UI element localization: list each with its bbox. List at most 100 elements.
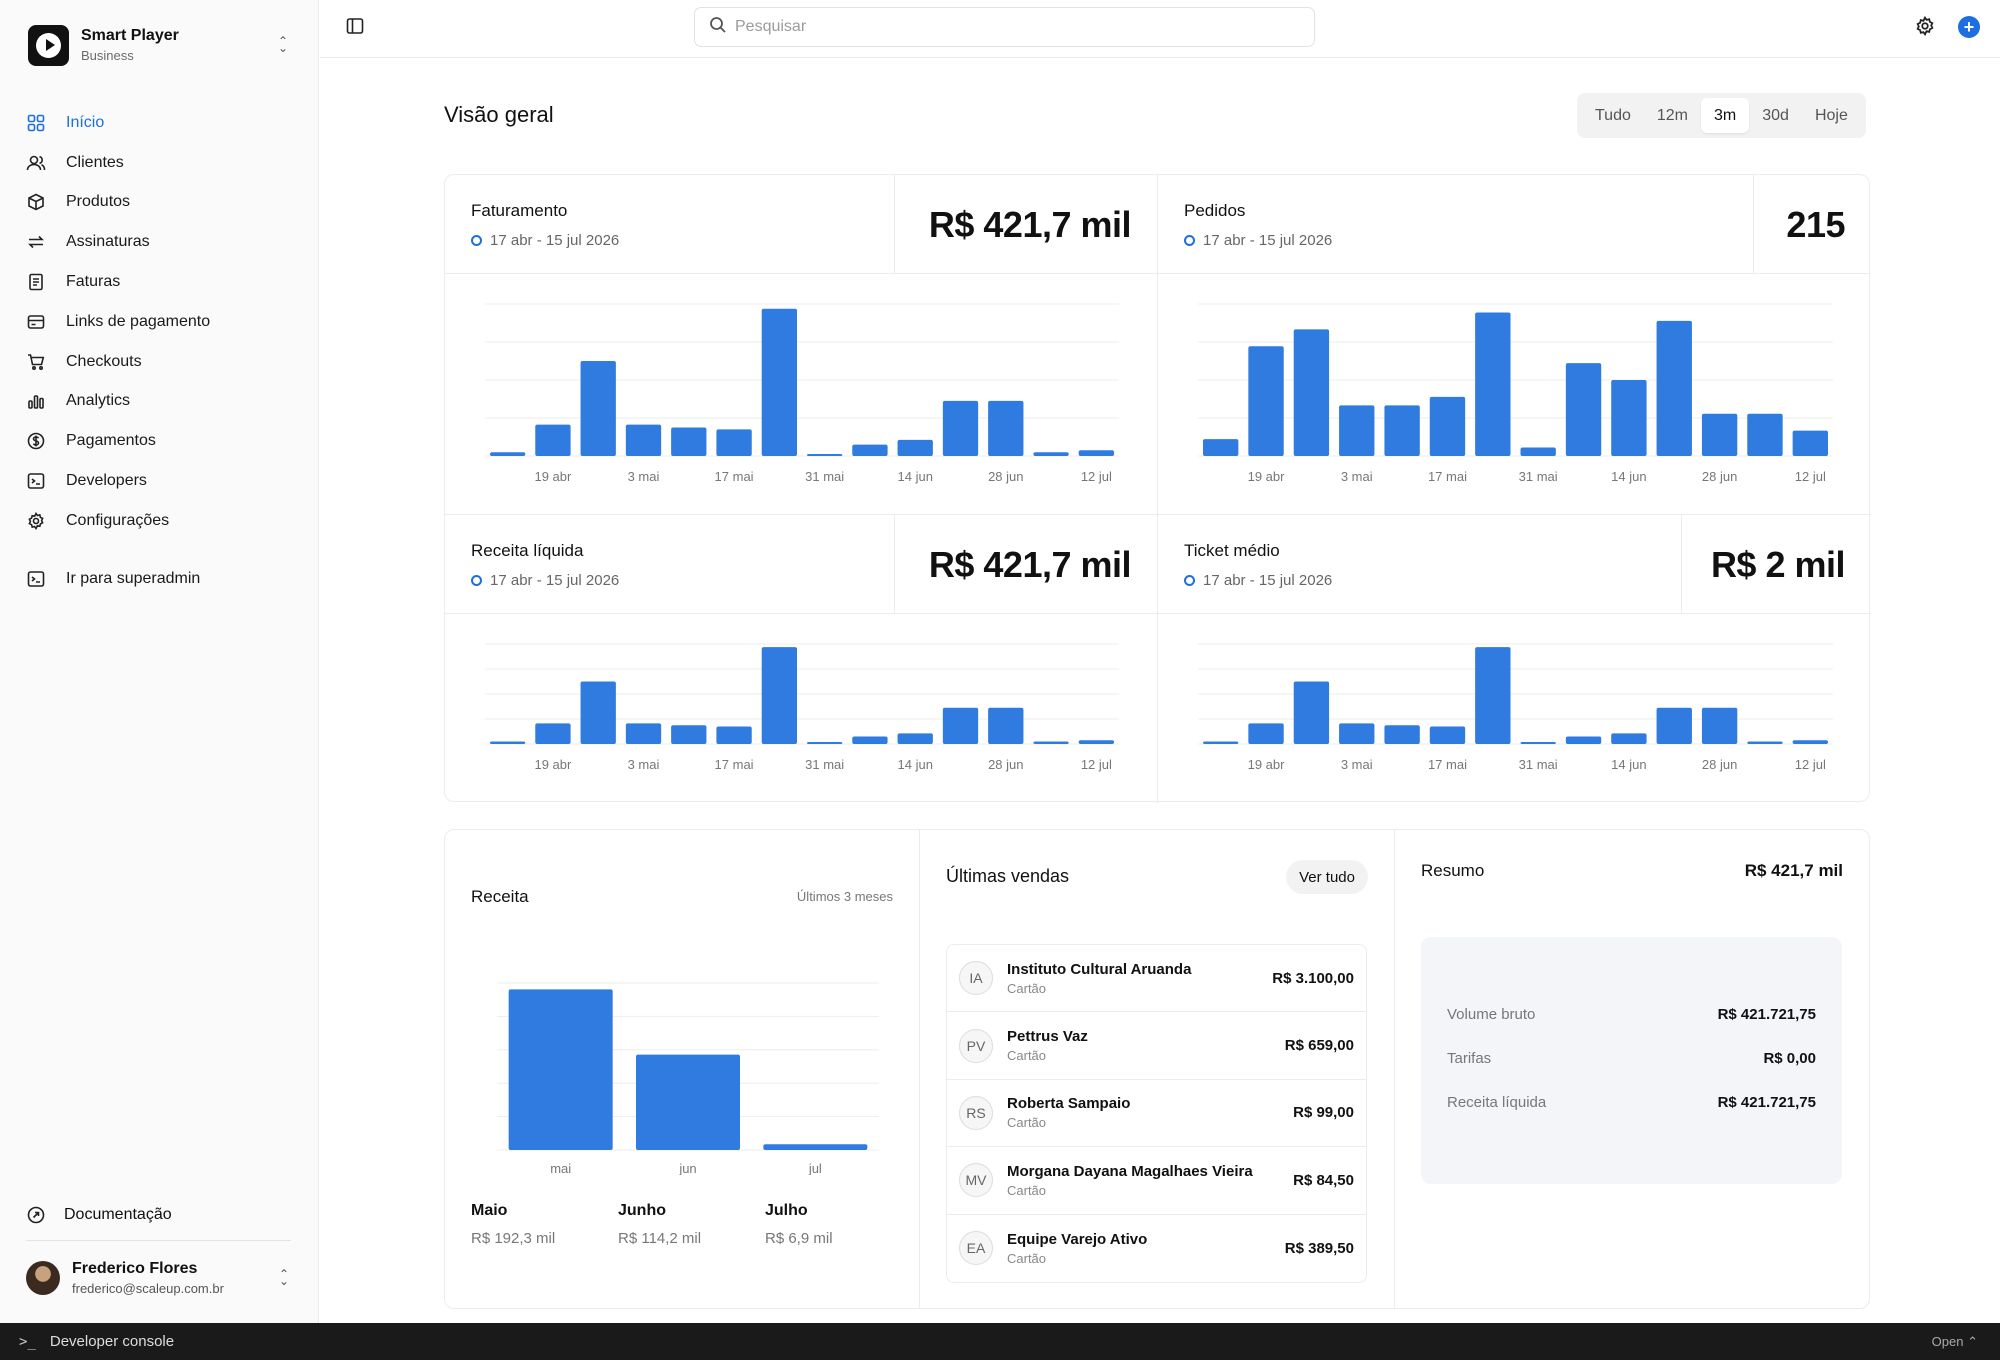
- bar[interactable]: [535, 424, 571, 456]
- sidebar-item-superadmin[interactable]: Ir para superadmin: [26, 559, 296, 599]
- sidebar-toggle-icon[interactable]: [346, 17, 366, 37]
- bar[interactable]: [852, 444, 888, 456]
- bar[interactable]: [1429, 726, 1466, 745]
- bar[interactable]: [1339, 405, 1375, 456]
- bar[interactable]: [580, 361, 616, 456]
- search-input[interactable]: [735, 18, 1314, 36]
- list-item[interactable]: PV Pettrus Vaz Cartão R$ 659,00: [947, 1012, 1366, 1080]
- bar[interactable]: [806, 742, 843, 744]
- range-tudo[interactable]: Tudo: [1582, 98, 1644, 133]
- bar[interactable]: [1384, 725, 1420, 744]
- bar[interactable]: [1078, 450, 1115, 456]
- bar[interactable]: [1033, 741, 1069, 745]
- bar[interactable]: [535, 723, 571, 744]
- sidebar-item-faturas[interactable]: Faturas: [26, 262, 296, 302]
- bar[interactable]: [1033, 452, 1069, 456]
- list-item[interactable]: MV Morgana Dayana Magalhaes Vieira Cartão…: [947, 1147, 1366, 1215]
- bar[interactable]: [852, 736, 888, 745]
- settings-gear-icon[interactable]: [1915, 15, 1937, 38]
- range-3m[interactable]: 3m: [1701, 98, 1750, 133]
- faturamento-chart: 19 abr 3 mai 17 mai 31 mai 14 jun 28 jun 12 ju…: [485, 303, 1119, 484]
- bar[interactable]: [897, 733, 933, 744]
- bar[interactable]: [1747, 413, 1783, 456]
- bar[interactable]: [1520, 742, 1556, 744]
- bar[interactable]: [1656, 707, 1692, 744]
- sidebar-item-inicio[interactable]: Início: [26, 103, 296, 143]
- bar[interactable]: [1792, 740, 1829, 744]
- bar[interactable]: [1078, 740, 1115, 744]
- developer-console-bar[interactable]: >_ Developer console Open ⌃: [0, 1323, 2000, 1360]
- receita-chart: mai jun jul: [497, 982, 879, 1175]
- bar[interactable]: [761, 308, 798, 456]
- bar[interactable]: [1611, 380, 1647, 456]
- bar[interactable]: [1611, 733, 1647, 744]
- sale-method: Cartão: [1007, 980, 1047, 996]
- bar[interactable]: [671, 427, 707, 457]
- list-item[interactable]: IA Instituto Cultural Aruanda Cartão R$ 3…: [947, 945, 1366, 1013]
- list-item[interactable]: EA Equipe Varejo Ativo Cartão R$ 389,50: [947, 1215, 1366, 1282]
- bar[interactable]: [1248, 346, 1284, 456]
- workspace-switcher[interactable]: Smart Player Business ⌃ ⌄: [28, 24, 290, 66]
- documentation-link[interactable]: Documentação: [26, 1200, 296, 1230]
- receipt-icon: [26, 272, 46, 292]
- range-12m[interactable]: 12m: [1644, 98, 1701, 133]
- bar[interactable]: [1384, 405, 1420, 456]
- bar[interactable]: [942, 400, 979, 456]
- bar[interactable]: [761, 647, 798, 744]
- list-item[interactable]: RS Roberta Sampaio Cartão R$ 99,00: [947, 1080, 1366, 1148]
- sidebar-item-configuracoes[interactable]: Configurações: [26, 501, 296, 541]
- bar[interactable]: [1701, 413, 1738, 456]
- page-title: Visão geral: [444, 102, 554, 127]
- bar[interactable]: [942, 707, 979, 744]
- bar[interactable]: [1293, 329, 1330, 456]
- bar[interactable]: [716, 429, 752, 456]
- sidebar-item-pagamentos[interactable]: Pagamentos: [26, 421, 296, 461]
- user-menu[interactable]: Frederico Flores frederico@scaleup.com.b…: [26, 1258, 291, 1298]
- add-plus-icon[interactable]: +: [1958, 16, 1980, 38]
- bar[interactable]: [636, 1054, 740, 1150]
- bar[interactable]: [1339, 723, 1375, 744]
- console-open-button[interactable]: Open ⌃: [1932, 1334, 1978, 1350]
- bar[interactable]: [625, 723, 662, 744]
- range-hoje[interactable]: Hoje: [1802, 98, 1861, 133]
- bar[interactable]: [716, 726, 752, 745]
- range-30d[interactable]: 30d: [1749, 98, 1802, 133]
- bar[interactable]: [806, 454, 843, 456]
- bar[interactable]: [763, 1144, 868, 1150]
- bar[interactable]: [1202, 439, 1239, 456]
- bar[interactable]: [1293, 681, 1330, 745]
- legend-value: R$ 192,3 mil: [471, 1230, 556, 1247]
- sidebar-item-produtos[interactable]: Produtos: [26, 183, 296, 223]
- sidebar-item-analytics[interactable]: Analytics: [26, 382, 296, 422]
- bar[interactable]: [625, 424, 662, 456]
- bar[interactable]: [1520, 447, 1556, 456]
- bar[interactable]: [1475, 312, 1511, 456]
- sidebar-item-assinaturas[interactable]: Assinaturas: [26, 222, 296, 262]
- sidebar-item-checkouts[interactable]: Checkouts: [26, 342, 296, 382]
- bar[interactable]: [1202, 741, 1239, 745]
- bar[interactable]: [580, 681, 616, 745]
- metrics-grid: Faturamento 17 abr - 15 jul 2026 R$ 421,…: [444, 174, 1871, 803]
- bar[interactable]: [489, 452, 526, 456]
- bar[interactable]: [988, 400, 1024, 456]
- bar[interactable]: [1248, 723, 1284, 744]
- sidebar-item-clientes[interactable]: Clientes: [26, 143, 296, 183]
- bar[interactable]: [1701, 707, 1738, 744]
- console-open-label: Open: [1931, 1333, 1964, 1349]
- bar[interactable]: [671, 725, 707, 744]
- sidebar-item-developers[interactable]: Developers: [26, 461, 296, 501]
- see-all-button[interactable]: Ver tudo: [1286, 860, 1368, 894]
- bar[interactable]: [508, 989, 613, 1150]
- bar[interactable]: [1429, 396, 1466, 456]
- bar[interactable]: [1475, 647, 1511, 744]
- bar[interactable]: [897, 439, 933, 456]
- sidebar-item-label: Faturas: [66, 273, 121, 291]
- bar[interactable]: [1792, 430, 1829, 456]
- bar[interactable]: [1565, 363, 1602, 456]
- bar[interactable]: [489, 741, 526, 745]
- bar[interactable]: [1656, 320, 1692, 456]
- sidebar-item-links-pagamento[interactable]: Links de pagamento: [26, 302, 296, 342]
- bar[interactable]: [1565, 736, 1602, 745]
- bar[interactable]: [988, 707, 1024, 744]
- bar[interactable]: [1747, 741, 1783, 745]
